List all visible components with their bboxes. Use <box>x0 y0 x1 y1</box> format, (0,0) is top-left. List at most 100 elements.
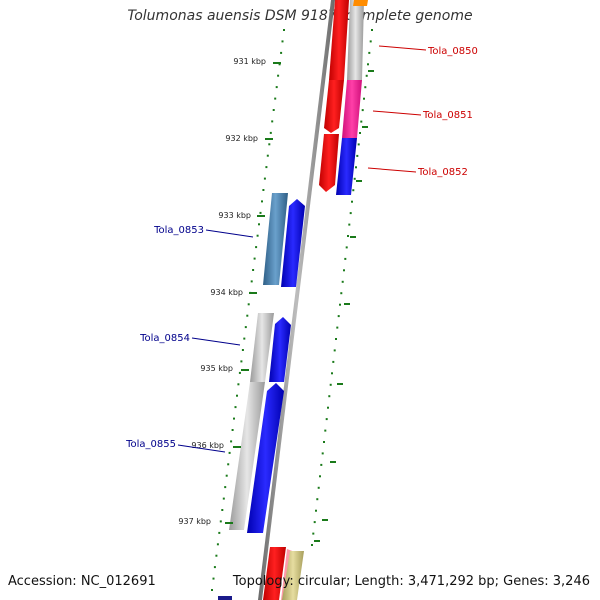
scale-dash <box>330 461 336 463</box>
gene-label-tola-0854[interactable]: Tola_0854 <box>139 333 190 344</box>
gene-bottom-olive <box>282 551 304 600</box>
scale-dot <box>347 235 349 237</box>
scale-label: 936 kbp <box>191 441 224 450</box>
scale-dot <box>345 246 348 249</box>
scale-dot <box>224 486 227 489</box>
gene-tola-0851-outer <box>342 80 362 138</box>
scale-dot <box>360 120 363 123</box>
scale-dot <box>331 372 333 375</box>
scale-dot <box>356 154 359 157</box>
scale-dot <box>269 131 272 134</box>
scale-dash <box>362 126 368 128</box>
scale-dash <box>350 236 356 238</box>
scale-dot <box>281 40 284 43</box>
scale-dot <box>215 554 218 557</box>
scale-dot <box>352 189 355 192</box>
scale-dot <box>363 97 365 100</box>
scale-dot <box>327 406 329 409</box>
gene-tola-0854-gray <box>250 313 274 382</box>
scale-dot <box>228 451 231 454</box>
scale-dot <box>337 315 340 318</box>
scale-dot <box>344 257 347 260</box>
gene-label-tola-0850[interactable]: Tola_0850 <box>427 46 478 57</box>
scale-dot <box>238 371 241 374</box>
scale-dot <box>259 211 262 214</box>
scale-label: 934 kbp <box>210 288 243 297</box>
scale-label: 935 kbp <box>200 364 233 373</box>
scale-dot <box>329 383 332 386</box>
scale-dot <box>246 314 249 317</box>
scale-dot <box>212 577 215 580</box>
scale-dot <box>227 463 230 466</box>
scale-ticks <box>225 62 281 524</box>
scale-dot <box>325 418 328 421</box>
scale-dash <box>314 540 320 542</box>
scale-dot <box>277 74 280 77</box>
scale-dot <box>324 429 327 432</box>
scale-dot <box>222 497 225 500</box>
scale-dot <box>335 338 337 340</box>
scale-dash <box>368 70 374 72</box>
scale-dash <box>322 519 328 521</box>
scale-dot <box>343 269 345 272</box>
leader-line-tola-0855 <box>177 444 226 453</box>
scale-dot <box>320 463 323 466</box>
scale-dot <box>230 440 233 443</box>
scale-dot <box>275 86 278 89</box>
gene-tola-0854-blue <box>269 317 291 382</box>
scale-dot <box>252 269 255 271</box>
gene-label-tola-0852[interactable]: Tola_0852 <box>417 167 468 178</box>
scale-dot <box>272 109 275 111</box>
scale-dot <box>241 349 244 351</box>
scale-dot <box>255 246 258 249</box>
scale-dot <box>271 120 274 123</box>
scale-dot <box>349 212 352 215</box>
scale-label: 932 kbp <box>225 134 258 143</box>
scale-dot <box>265 166 268 169</box>
scale-dot <box>231 429 234 431</box>
scale-dot <box>263 177 266 180</box>
scale-dot <box>336 326 339 329</box>
scale-dot <box>233 417 235 420</box>
scale-dot <box>367 63 369 66</box>
scale-dot <box>247 303 250 306</box>
scale-dot <box>328 395 331 398</box>
scale-label: 937 kbp <box>178 517 211 526</box>
map-title: Tolumonas auensis DSM 9187, complete gen… <box>127 8 473 24</box>
gene-label-tola-0855[interactable]: Tola_0855 <box>125 439 176 450</box>
scale-dot <box>213 566 216 569</box>
scale-dot <box>250 280 253 283</box>
scale-dot <box>351 200 353 203</box>
scale-dot <box>218 531 221 534</box>
scale-dot <box>332 360 335 363</box>
scale-dot <box>221 509 224 511</box>
gene-label-tola-0851[interactable]: Tola_0851 <box>422 110 473 121</box>
gene-tola-0850-segment <box>329 0 349 80</box>
scale-label: 931 kbp <box>233 57 266 66</box>
scale-dot <box>311 544 313 546</box>
scale-dot <box>274 97 277 100</box>
scale-dot <box>237 383 240 386</box>
scale-dot <box>244 326 247 329</box>
leader-line-tola-0850 <box>378 45 427 51</box>
genome-summary-text: Topology: circular; Length: 3,471,292 bp… <box>232 574 590 589</box>
scale-dot <box>278 63 281 66</box>
genome-backbone <box>258 0 335 600</box>
scale-dot <box>315 509 317 512</box>
gene-label-tola-0853[interactable]: Tola_0853 <box>153 225 204 236</box>
scale-dot <box>369 40 372 43</box>
scale-dot <box>321 452 324 455</box>
scale-dot <box>268 143 271 146</box>
scale-dot <box>283 29 285 31</box>
gene-tola-0852-outer <box>336 138 357 195</box>
gene-tola-0853-steel <box>263 193 288 285</box>
scale-dot <box>240 360 243 363</box>
leader-line-tola-0853 <box>205 229 254 238</box>
scale-dash <box>337 383 343 385</box>
scale-dot <box>219 520 222 523</box>
scale-dot <box>361 109 364 112</box>
gene-orange-fragment <box>353 0 368 6</box>
scale-dot <box>312 532 315 535</box>
scale-dot <box>341 280 344 283</box>
